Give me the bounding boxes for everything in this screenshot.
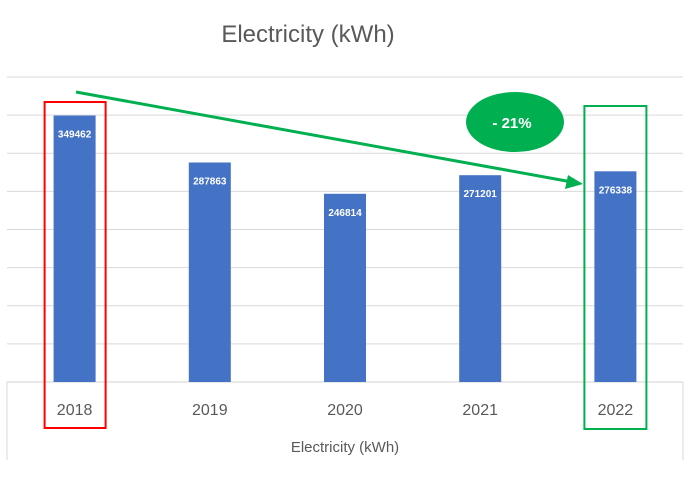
x-tick-2022: 2022 [598, 402, 634, 419]
x-tick-2018: 2018 [57, 402, 93, 419]
bar-2022 [594, 171, 637, 382]
bar-2021 [459, 175, 502, 382]
change-badge [466, 92, 564, 152]
highlight-box-start [43, 101, 107, 429]
data-labels: 349462 287863 246814 271201 276338 [58, 130, 633, 219]
bar-2018 [53, 115, 96, 383]
trend-arrow-line [75, 90, 573, 184]
trend-arrow-head [565, 175, 583, 189]
bar-2020 [324, 193, 366, 382]
change-badge-label: - 21% [492, 115, 531, 132]
x-tick-2019: 2019 [192, 402, 228, 419]
highlight-box-end [583, 105, 648, 430]
data-label-2019: 287863 [193, 177, 227, 188]
data-label-2021: 271201 [464, 189, 498, 200]
annotations: - 21% [43, 90, 648, 430]
data-label-2022: 276338 [599, 185, 633, 196]
bars [53, 115, 637, 383]
bar-2019 [188, 162, 231, 382]
data-label-2018: 349462 [58, 130, 92, 141]
x-tick-2021: 2021 [462, 402, 498, 419]
x-tick-2020: 2020 [327, 402, 363, 419]
x-axis-label: Electricity (kWh) [291, 439, 399, 456]
chart-title: Electricity (kWh) [221, 21, 394, 48]
data-label-2020: 246814 [328, 208, 362, 219]
x-tick-labels: 2018 2019 2020 2021 2022 [57, 402, 633, 419]
